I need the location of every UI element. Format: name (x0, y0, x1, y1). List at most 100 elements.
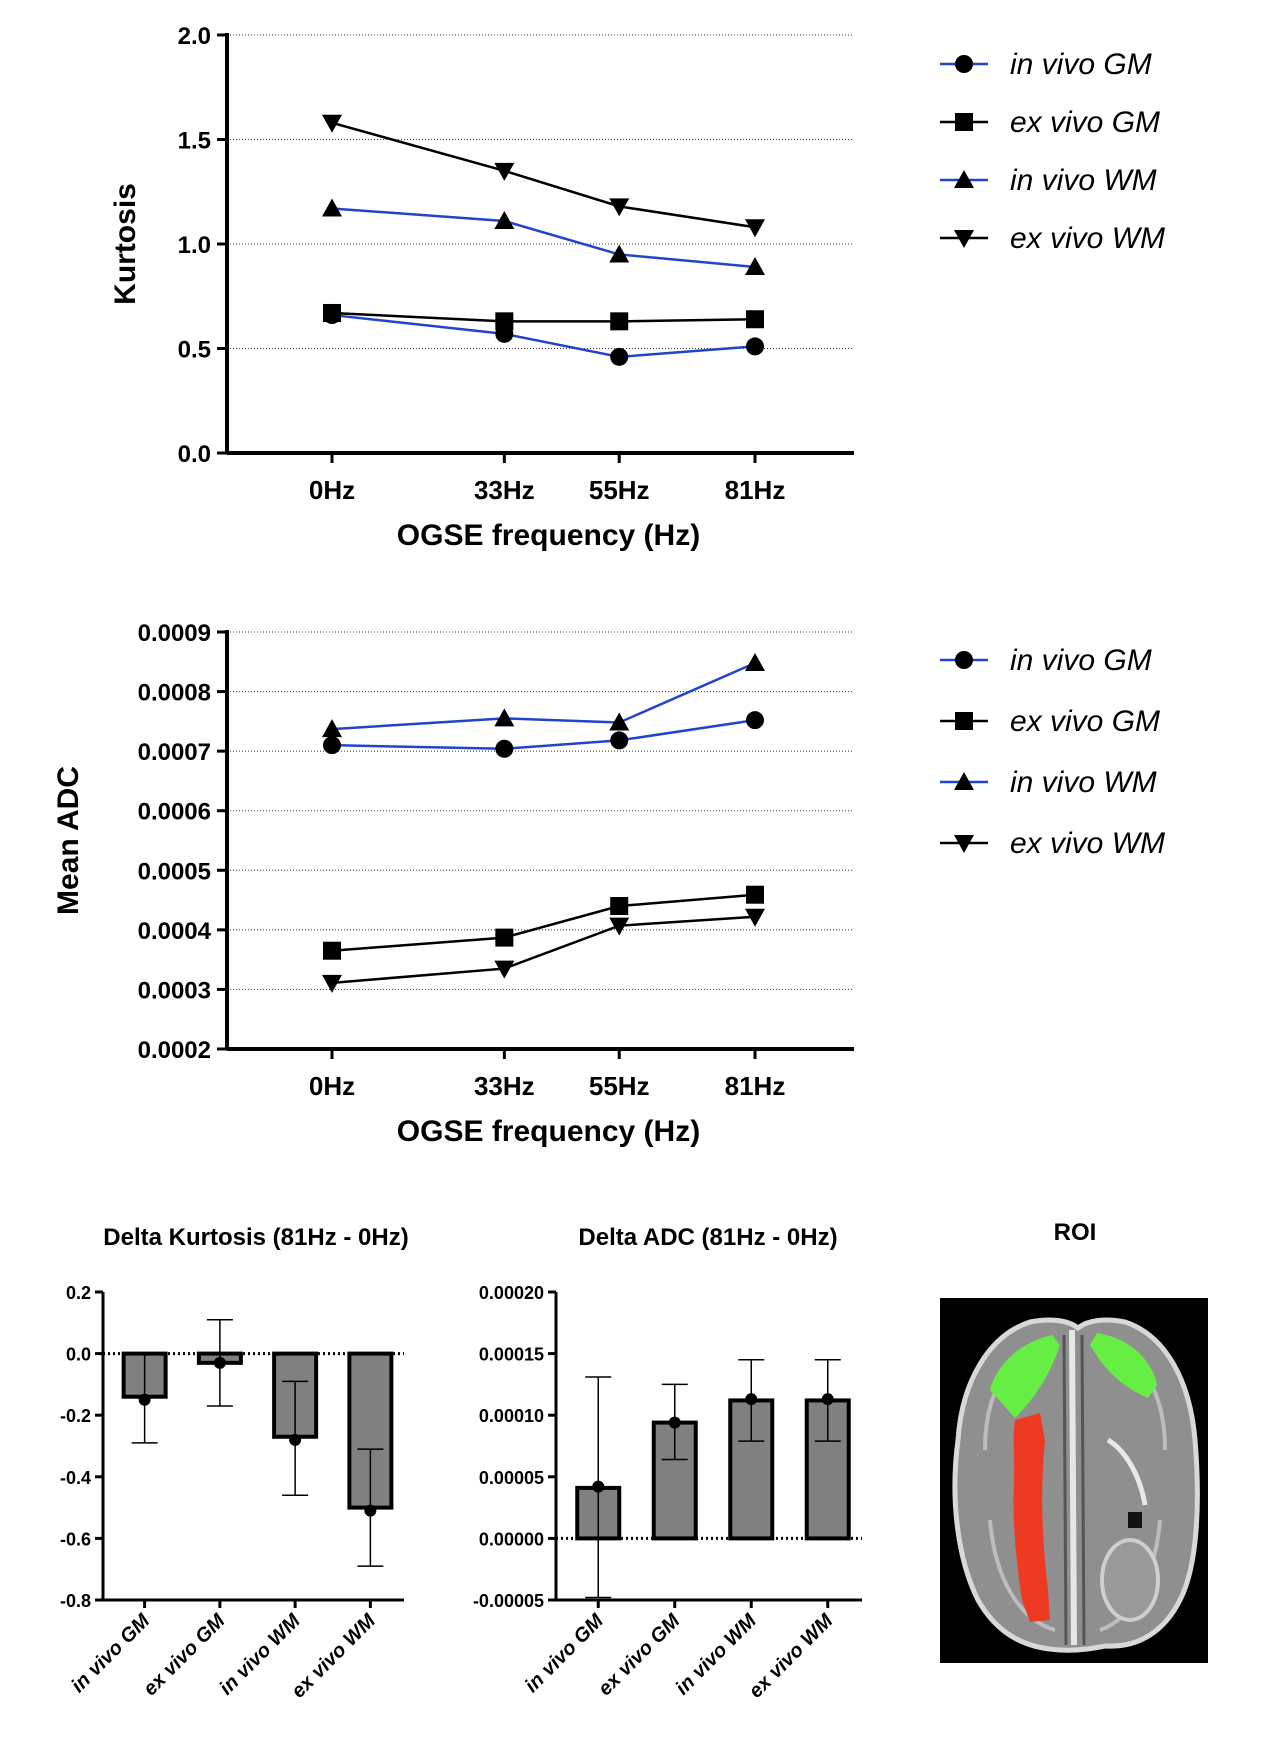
y-tick-label: 0.0009 (138, 620, 211, 647)
data-point (138, 1393, 151, 1406)
data-point (610, 312, 629, 331)
x-axis-label: OGSE frequency (Hz) (397, 519, 700, 552)
legend-label: ex vivo WM (1010, 827, 1165, 860)
y-tick-label: -0.4 (60, 1468, 91, 1488)
y-tick-label: 0.0006 (138, 799, 211, 826)
data-point (322, 114, 342, 133)
y-tick-label: 0.0003 (138, 977, 211, 1004)
data-point (745, 219, 765, 238)
x-tick-label: 81Hz (725, 1071, 786, 1101)
legend-marker (954, 835, 974, 853)
chart-title: Delta Kurtosis (81Hz - 0Hz) (103, 1224, 408, 1251)
series-line (331, 311, 756, 323)
data-point (322, 719, 342, 738)
y-tick-label: -0.2 (60, 1406, 91, 1426)
y-tick-label: 1.5 (178, 128, 211, 155)
y-tick-label: -0.8 (60, 1591, 91, 1611)
y-tick-label: 0.5 (178, 337, 211, 364)
y-tick-label: 0.2 (66, 1283, 91, 1303)
kurtosis-line-chart: 0.0 0.5 1.0 1.5 2.0 0Hz 33Hz 55Hz 81Hz OGSE frequ… (109, 23, 1165, 552)
y-tick-label: -0.6 (60, 1529, 91, 1549)
data-point (322, 198, 342, 217)
data-point (821, 1393, 834, 1406)
legend-label: ex vivo GM (1010, 106, 1160, 139)
legend-label: in vivo WM (1010, 164, 1157, 197)
legend-marker (955, 55, 973, 73)
midline (1069, 1329, 1077, 1646)
legend-marker (955, 712, 973, 730)
data-point (364, 1504, 377, 1517)
delta-kurtosis-bar-chart: Delta Kurtosis (81Hz - 0Hz) 0.2 0.0 -0.2 -0.… (60, 1224, 409, 1703)
x-tick-label: 0Hz (309, 1071, 355, 1101)
data-point (746, 337, 764, 356)
dark-spot (1128, 1512, 1142, 1528)
legend-marker (954, 170, 974, 188)
x-tick-label: ex vivo GM (594, 1609, 685, 1700)
y-tick-label: 1.0 (178, 232, 211, 259)
data-point (323, 736, 341, 755)
roi-frontal-left (990, 1335, 1060, 1418)
data-point (610, 347, 629, 366)
x-tick-label: 81Hz (725, 475, 786, 505)
ventricle-curve (1106, 1437, 1148, 1506)
legend-label: in vivo GM (1010, 644, 1152, 677)
delta-adc-bar-chart: Delta ADC (81Hz - 0Hz) 0.00020 0.00015 0.00… (473, 1224, 862, 1703)
data-point (323, 303, 341, 322)
data-point (610, 731, 629, 750)
data-point (494, 708, 515, 727)
data-point (495, 928, 514, 947)
series-line (331, 893, 756, 952)
data-point (494, 162, 515, 181)
roi-frontal-right (1090, 1333, 1157, 1398)
y-tick-label: 0.0 (178, 441, 211, 468)
series-ex-vivo-GM (323, 303, 764, 331)
data-point (746, 885, 764, 904)
x-axis-label: OGSE frequency (Hz) (397, 1115, 700, 1148)
legend-entry: in vivo GM (940, 48, 1152, 81)
y-tick-label: 0.0005 (138, 858, 211, 885)
data-point (322, 974, 342, 993)
series-ex-vivo-WM (322, 908, 765, 993)
y-axis-label: Kurtosis (109, 183, 142, 305)
data-point (609, 917, 630, 936)
legend-entry: ex vivo GM (940, 705, 1160, 738)
y-tick-label: 0.00015 (479, 1345, 544, 1365)
roi-brain-image (952, 1317, 1200, 1653)
data-point (494, 960, 515, 979)
legend-entry: ex vivo GM (940, 106, 1160, 139)
data-point (746, 711, 764, 730)
y-tick-label: 0.00000 (479, 1529, 544, 1549)
y-tick-label: 0.00005 (479, 1468, 544, 1488)
roi-white-matter (1013, 1413, 1050, 1622)
legend-entry: in vivo GM (940, 644, 1152, 677)
mean-adc-line-chart: 0.0002 0.0003 0.0004 0.0005 0.0006 0.0007 0.00… (52, 620, 1165, 1148)
data-point (494, 211, 515, 230)
legend-label: ex vivo WM (1010, 222, 1165, 255)
x-tick-label: 0Hz (309, 475, 355, 505)
data-point (289, 1433, 302, 1446)
chart-title: Delta ADC (81Hz - 0Hz) (578, 1224, 837, 1251)
legend-entry: in vivo WM (940, 766, 1157, 799)
data-point (592, 1480, 605, 1493)
data-point (668, 1416, 681, 1429)
data-point (745, 652, 765, 671)
data-point (745, 1393, 758, 1406)
legend-marker (955, 651, 973, 669)
data-point (745, 256, 765, 275)
legend-marker (954, 772, 974, 790)
data-point (746, 310, 764, 329)
y-tick-label: 0.0004 (138, 918, 212, 945)
x-tick-label: 33Hz (474, 1071, 535, 1101)
x-tick-label: 33Hz (474, 475, 535, 505)
bar-group: ex vivo GM (594, 1383, 698, 1700)
series-in-vivo-GM (323, 711, 764, 758)
data-point (213, 1356, 226, 1369)
series-in-vivo-WM (322, 652, 765, 738)
y-tick-label: 0.00020 (479, 1283, 544, 1303)
legend-entry: ex vivo WM (940, 827, 1165, 860)
series-line (331, 718, 756, 751)
y-tick-label: 0.0002 (138, 1037, 211, 1064)
series-line (331, 313, 756, 359)
series-ex-vivo-GM (323, 885, 764, 960)
